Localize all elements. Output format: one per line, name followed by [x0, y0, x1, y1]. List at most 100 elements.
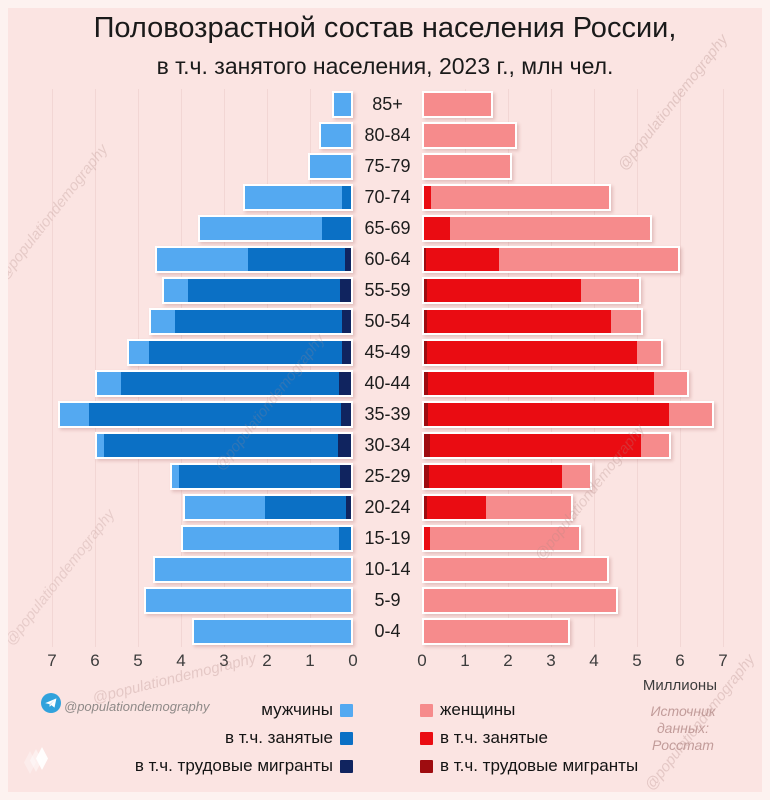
male-total-bar — [155, 246, 353, 273]
legend-label-male-migrant: в т.ч. трудовые мигранты — [134, 756, 333, 775]
x-axis-tick-right: 6 — [675, 651, 685, 670]
pyramid-chart: 85+ 80-84 75-79 70-74 65-69 60-64 55-59 50-54 45… — [33, 89, 742, 684]
female-employed-bar — [424, 496, 487, 519]
gridline — [508, 89, 509, 647]
female-total-bar — [422, 525, 582, 552]
x-axis-tick-left: 7 — [47, 651, 57, 670]
male-employed-bar — [321, 217, 351, 240]
age-group-label: 35-39 — [364, 404, 411, 424]
x-axis-tick-left: 3 — [219, 651, 229, 670]
female-total-bar — [422, 618, 571, 645]
x-axis-tick-right: 3 — [546, 651, 556, 670]
diamond-shape — [24, 751, 36, 774]
pyramid-row: 65-69 — [33, 213, 742, 244]
age-group-label: 5-9 — [374, 590, 401, 610]
gridline — [224, 89, 225, 647]
age-group-label: 25-29 — [364, 466, 411, 486]
x-axis-tick-right: 0 — [417, 651, 427, 670]
gridline — [310, 89, 311, 647]
data-source-note: Источник данных: Росстат — [630, 703, 736, 754]
gridline — [594, 89, 595, 647]
age-group-label: 85+ — [372, 94, 403, 114]
age-group-label: 20-24 — [364, 497, 411, 517]
age-group-label: 60-64 — [364, 249, 411, 269]
x-axis-tick-left: 0 — [348, 651, 358, 670]
x-axis-tick-right: 7 — [718, 651, 728, 670]
legend-swatch-female-total — [420, 703, 433, 717]
male-migrant-bar — [338, 434, 351, 457]
female-total-bar — [422, 277, 642, 304]
pyramid-row: 75-79 — [33, 151, 742, 182]
male-total-bar — [198, 215, 353, 242]
gridline — [138, 89, 139, 647]
male-migrant-bar — [341, 341, 351, 364]
age-group-label: 55-59 — [364, 280, 411, 300]
male-total-bar — [153, 556, 353, 583]
age-group-label: 45-49 — [364, 342, 411, 362]
legend-item-female-total: женщины — [420, 700, 638, 720]
legend-label-male-total: мужчины — [261, 700, 333, 719]
age-group-label: 70-74 — [364, 187, 411, 207]
male-employed-bar — [88, 403, 351, 426]
female-total-bar — [422, 432, 672, 459]
pyramid-row: 40-44 — [33, 368, 742, 399]
gridline — [680, 89, 681, 647]
male-total-bar — [161, 277, 353, 304]
male-total-bar — [144, 587, 353, 614]
legend-swatch-male-total — [340, 703, 353, 717]
male-migrant-bar — [340, 403, 351, 426]
male-total-bar — [307, 153, 353, 180]
x-axis-tick-right: 2 — [503, 651, 513, 670]
age-group-label: 50-54 — [364, 311, 411, 331]
male-employed-bar — [338, 527, 351, 550]
legend-swatch-female-employed — [420, 731, 433, 745]
female-total-bar — [422, 370, 689, 397]
pyramid-row: 10-14 — [33, 554, 742, 585]
telegram-handle: @populationdemography — [64, 699, 210, 714]
male-total-bar — [170, 463, 353, 490]
pyramid-row: 80-84 — [33, 120, 742, 151]
female-migrant-bar — [424, 465, 430, 488]
gridline — [181, 89, 182, 647]
chart-title-line1: Половозрастной состав населения России, — [93, 12, 677, 44]
male-employed-bar — [103, 434, 351, 457]
x-axis-tick-left: 5 — [133, 651, 143, 670]
pyramid-row: 25-29 — [33, 461, 742, 492]
male-employed-bar — [120, 372, 351, 395]
source-line1: Источник данных: — [650, 703, 716, 736]
female-migrant-bar — [424, 372, 429, 395]
male-total-bar — [318, 122, 353, 149]
x-axis-tick-right: 1 — [460, 651, 470, 670]
female-migrant-bar — [424, 341, 428, 364]
legend-item-female-employed: в т.ч. занятые — [420, 728, 638, 748]
legend-item-male-migrant: в т.ч. трудовые мигранты — [135, 756, 353, 776]
legend-label-male-employed: в т.ч. занятые — [225, 728, 333, 747]
age-group-label: 65-69 — [364, 218, 411, 238]
female-migrant-bar — [424, 279, 428, 302]
gridline — [723, 89, 724, 647]
female-migrant-bar — [424, 434, 431, 457]
male-migrant-bar — [345, 496, 351, 519]
male-total-bar — [183, 494, 353, 521]
age-group-label: 80-84 — [364, 125, 411, 145]
chart-title-line2: в т.ч. занятого населения, 2023 г., млн … — [156, 53, 614, 79]
gridline — [95, 89, 96, 647]
age-group-label: 0-4 — [374, 621, 401, 641]
female-employed-bar — [424, 186, 432, 209]
female-employed-bar — [424, 248, 500, 271]
male-total-bar — [191, 618, 353, 645]
male-migrant-bar — [344, 248, 351, 271]
pyramid-row: 15-19 — [33, 523, 742, 554]
female-employed-bar — [424, 310, 612, 333]
pyramid-row: 70-74 — [33, 182, 742, 213]
female-total-bar — [422, 122, 517, 149]
legend-female: женщины в т.ч. занятые в т.ч. трудовые м… — [420, 700, 638, 784]
male-total-bar — [148, 308, 353, 335]
male-total-bar — [127, 339, 353, 366]
x-axis-tick-right: 5 — [632, 651, 642, 670]
pyramid-row: 35-39 — [33, 399, 742, 430]
legend-label-female-employed: в т.ч. занятые — [440, 728, 548, 747]
legend-male: мужчины в т.ч. занятые в т.ч. трудовые м… — [135, 700, 353, 784]
female-total-bar — [422, 308, 644, 335]
female-total-bar — [422, 153, 513, 180]
